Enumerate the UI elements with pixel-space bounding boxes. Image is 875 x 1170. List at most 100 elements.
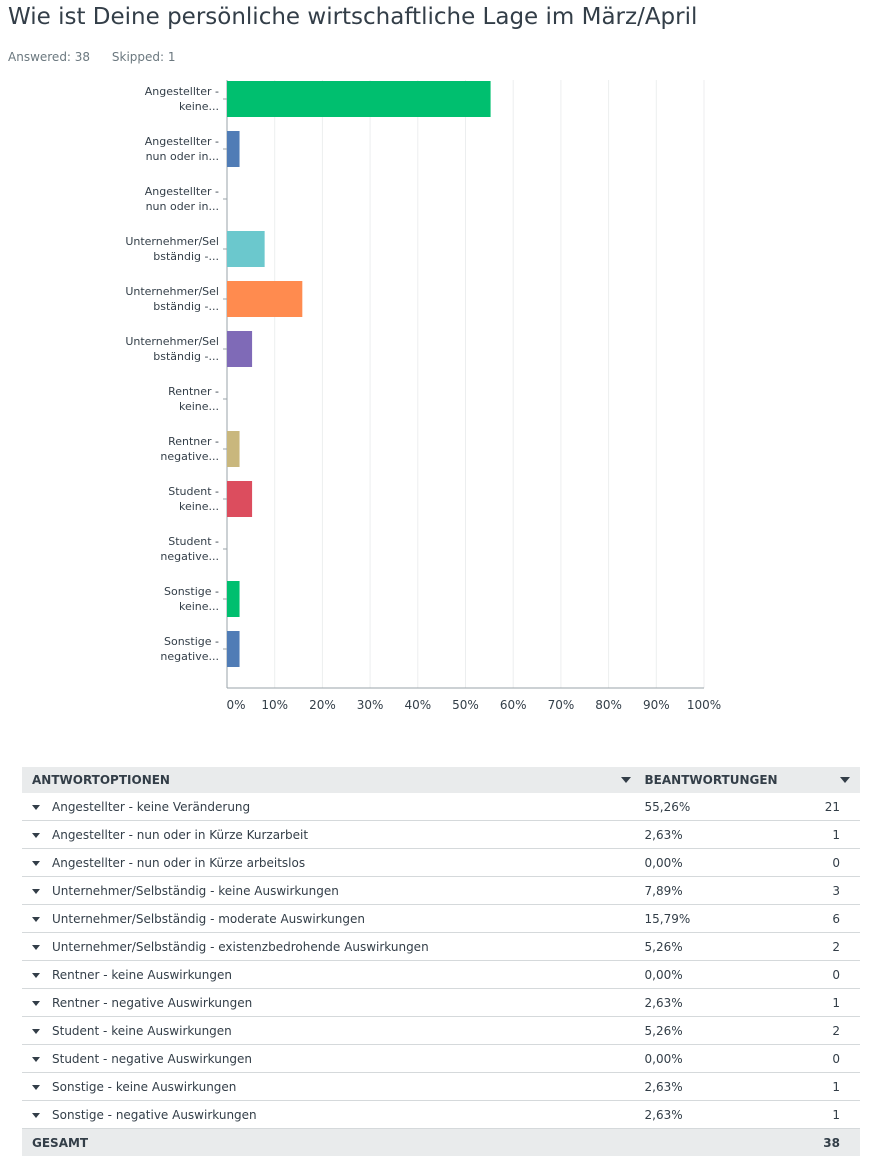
expand-caret-icon[interactable] — [32, 972, 40, 978]
x-tick-label: 80% — [595, 698, 622, 712]
category-label: bständig -... — [153, 250, 219, 263]
option-cell: Unternehmer/Selbständig - existenzbedroh… — [22, 932, 635, 961]
header-responses[interactable]: BEANTWORTUNGEN — [634, 767, 860, 793]
bar[interactable] — [227, 581, 240, 617]
table-row[interactable]: Sonstige - negative Auswirkungen 2,63% 1 — [22, 1100, 860, 1129]
x-tick-label: 50% — [452, 698, 479, 712]
total-row: GESAMT 38 — [22, 1128, 860, 1156]
bar[interactable] — [227, 81, 491, 117]
response-percent: 15,79% — [634, 904, 814, 933]
category-label: keine... — [179, 500, 219, 513]
option-label: Unternehmer/Selbständig - keine Auswirku… — [52, 883, 339, 898]
table-header: ANTWORTOPTIONEN BEANTWORTUNGEN — [22, 767, 860, 793]
bar[interactable] — [227, 631, 240, 667]
table-row[interactable]: Sonstige - keine Auswirkungen 2,63% 1 — [22, 1072, 860, 1101]
bar[interactable] — [227, 231, 265, 267]
response-percent: 0,00% — [634, 848, 814, 877]
table-row[interactable]: Rentner - keine Auswirkungen 0,00% 0 — [22, 960, 860, 989]
table-row[interactable]: Rentner - negative Auswirkungen 2,63% 1 — [22, 988, 860, 1017]
response-count: 3 — [813, 876, 860, 905]
bar[interactable] — [227, 481, 253, 517]
expand-caret-icon[interactable] — [32, 888, 40, 894]
expand-caret-icon[interactable] — [32, 1112, 40, 1118]
bar[interactable] — [227, 281, 303, 317]
bar[interactable] — [227, 331, 253, 367]
category-label: Unternehmer/Sel — [125, 285, 219, 298]
expand-caret-icon[interactable] — [32, 860, 40, 866]
category-label: keine... — [179, 400, 219, 413]
option-cell: Student - keine Auswirkungen — [22, 1016, 635, 1045]
header-answer-options[interactable]: ANTWORTOPTIONEN — [22, 767, 635, 793]
response-percent: 55,26% — [634, 793, 814, 821]
x-tick-label: 70% — [548, 698, 575, 712]
option-cell: Sonstige - negative Auswirkungen — [22, 1100, 635, 1129]
option-cell: Rentner - negative Auswirkungen — [22, 988, 635, 1017]
table-row[interactable]: Angestellter - nun oder in Kürze arbeits… — [22, 848, 860, 877]
sort-caret-icon[interactable] — [620, 777, 631, 783]
option-label: Rentner - negative Auswirkungen — [52, 995, 253, 1010]
table-row[interactable]: Angestellter - nun oder in Kürze Kurzarb… — [22, 820, 860, 849]
response-count: 1 — [813, 1072, 860, 1101]
expand-caret-icon[interactable] — [32, 804, 40, 810]
option-label: Unternehmer/Selbständig - moderate Auswi… — [52, 911, 366, 926]
option-label: Angestellter - nun oder in Kürze arbeits… — [52, 855, 306, 870]
category-label: Student - — [168, 535, 219, 548]
table-row[interactable]: Unternehmer/Selbständig - existenzbedroh… — [22, 932, 860, 961]
category-label: keine... — [179, 100, 219, 113]
option-cell: Rentner - keine Auswirkungen — [22, 960, 635, 989]
category-label: Unternehmer/Sel — [125, 335, 219, 348]
expand-caret-icon[interactable] — [32, 832, 40, 838]
bar[interactable] — [227, 131, 240, 167]
skipped-count: Skipped: 1 — [111, 50, 176, 64]
option-label: Student - keine Auswirkungen — [52, 1023, 232, 1038]
category-label: Sonstige - — [164, 635, 219, 648]
category-label: bständig -... — [153, 300, 219, 313]
response-percent: 5,26% — [634, 1016, 814, 1045]
bar-chart: Angestellter - keine... Angestellter - nun … — [125, 80, 721, 712]
response-percent: 2,63% — [634, 820, 814, 849]
table-row[interactable]: Student - negative Auswirkungen 0,00% 0 — [22, 1044, 860, 1073]
answered-count: Answered: 38 — [8, 50, 91, 64]
option-cell: Unternehmer/Selbständig - moderate Auswi… — [22, 904, 635, 933]
x-tick-label: 20% — [309, 698, 336, 712]
response-percent: 2,63% — [634, 1072, 814, 1101]
table-row[interactable]: Student - keine Auswirkungen 5,26% 2 — [22, 1016, 860, 1045]
response-count: 0 — [813, 848, 860, 877]
response-count: 6 — [813, 904, 860, 933]
option-cell: Student - negative Auswirkungen — [22, 1044, 635, 1073]
sort-caret-icon[interactable] — [840, 777, 850, 783]
category-label: Rentner - — [168, 385, 219, 398]
x-tick-label: 0% — [226, 698, 245, 712]
category-label: bständig -... — [153, 350, 219, 363]
total-label: GESAMT — [22, 1128, 635, 1156]
expand-caret-icon[interactable] — [32, 1000, 40, 1006]
x-axis-ticks: 0% 10% 20% 30% 40% 50% 60% 70% 80% 90% 100% — [226, 698, 721, 712]
x-tick-label: 100% — [687, 698, 721, 712]
option-label: Unternehmer/Selbständig - existenzbedroh… — [52, 939, 429, 954]
expand-caret-icon[interactable] — [32, 916, 40, 922]
x-tick-label: 60% — [500, 698, 527, 712]
expand-caret-icon[interactable] — [32, 1028, 40, 1034]
x-tick-label: 90% — [643, 698, 670, 712]
category-label: Angestellter - — [145, 135, 219, 148]
question-title: Wie ist Deine persönliche wirtschaftlich… — [8, 4, 698, 30]
category-labels: Angestellter - keine... Angestellter - nun … — [125, 85, 219, 663]
option-cell: Angestellter - nun oder in Kürze arbeits… — [22, 848, 635, 877]
table-row[interactable]: Angestellter - keine Veränderung 55,26% 21 — [22, 793, 860, 821]
table-row[interactable]: Unternehmer/Selbständig - moderate Auswi… — [22, 904, 860, 933]
chart-grid — [223, 80, 705, 689]
total-count: 38 — [813, 1128, 860, 1156]
table-row[interactable]: Unternehmer/Selbständig - keine Auswirku… — [22, 876, 860, 905]
category-label: keine... — [179, 600, 219, 613]
category-label: Angestellter - — [145, 85, 219, 98]
category-label: Unternehmer/Sel — [125, 235, 219, 248]
response-stats: Answered: 38 Skipped: 1 — [8, 50, 194, 64]
option-cell: Unternehmer/Selbständig - keine Auswirku… — [22, 876, 635, 905]
response-percent: 2,63% — [634, 988, 814, 1017]
expand-caret-icon[interactable] — [32, 944, 40, 950]
bar[interactable] — [227, 431, 240, 467]
chart-bars — [227, 81, 491, 667]
response-percent: 2,63% — [634, 1100, 814, 1129]
expand-caret-icon[interactable] — [32, 1056, 40, 1062]
expand-caret-icon[interactable] — [32, 1084, 40, 1090]
